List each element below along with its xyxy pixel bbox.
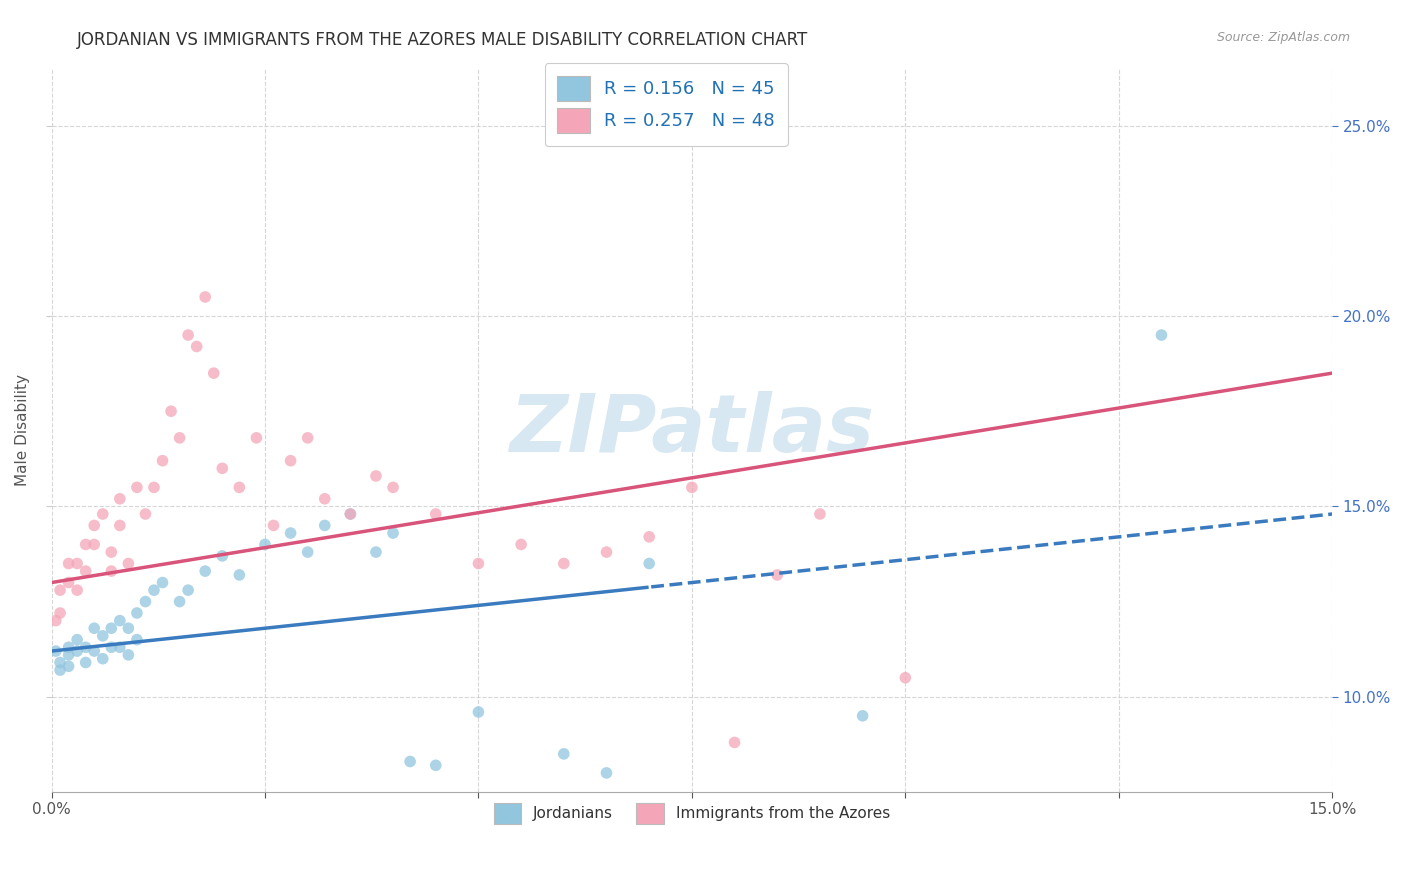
Point [595, 766, 617, 780]
Point [75, 656, 97, 670]
Point [125, 632, 148, 647]
Point [766, 568, 789, 582]
Point [510, 537, 533, 551]
Point [45, 644, 67, 658]
Point [253, 537, 276, 551]
Point [425, 758, 447, 772]
Point [228, 480, 250, 494]
Point [143, 480, 166, 494]
Point [152, 453, 174, 467]
Point [382, 526, 405, 541]
Point [83, 644, 105, 658]
Point [58, 648, 80, 662]
Point [202, 366, 225, 380]
Text: JORDANIAN VS IMMIGRANTS FROM THE AZORES MALE DISABILITY CORRELATION CHART: JORDANIAN VS IMMIGRANTS FROM THE AZORES … [77, 31, 808, 49]
Point [66, 644, 89, 658]
Point [66, 632, 89, 647]
Point [595, 545, 617, 559]
Point [425, 507, 447, 521]
Point [364, 469, 387, 483]
Point [314, 491, 336, 506]
Point [125, 480, 148, 494]
Point [117, 648, 139, 662]
Point [108, 518, 131, 533]
Point [681, 480, 703, 494]
Text: Source: ZipAtlas.com: Source: ZipAtlas.com [1216, 31, 1350, 45]
Point [75, 640, 97, 655]
Point [1150, 328, 1173, 343]
Point [91, 507, 114, 521]
Point [339, 507, 361, 521]
Point [83, 518, 105, 533]
Point [723, 735, 745, 749]
Point [66, 557, 89, 571]
Point [314, 518, 336, 533]
Point [211, 549, 233, 563]
Point [134, 594, 156, 608]
Text: ZIPatlas: ZIPatlas [509, 392, 875, 469]
Point [143, 583, 166, 598]
Point [467, 705, 489, 719]
Point [382, 480, 405, 494]
Point [108, 640, 131, 655]
Point [467, 557, 489, 571]
Point [58, 640, 80, 655]
Point [45, 614, 67, 628]
Point [58, 575, 80, 590]
Point [83, 537, 105, 551]
Point [364, 545, 387, 559]
Point [169, 594, 191, 608]
Point [297, 431, 319, 445]
Point [280, 526, 302, 541]
Point [297, 545, 319, 559]
Point [339, 507, 361, 521]
Point [808, 507, 831, 521]
Point [108, 491, 131, 506]
Point [91, 651, 114, 665]
Point [66, 583, 89, 598]
Point [108, 614, 131, 628]
Point [553, 747, 575, 761]
Point [125, 606, 148, 620]
Point [100, 564, 122, 578]
Point [263, 518, 285, 533]
Point [49, 663, 72, 677]
Point [553, 557, 575, 571]
Point [49, 583, 72, 598]
Point [194, 564, 217, 578]
Point [399, 755, 422, 769]
Point [75, 564, 97, 578]
Point [117, 621, 139, 635]
Point [100, 621, 122, 635]
Point [638, 557, 661, 571]
Point [160, 404, 183, 418]
Legend: Jordanians, Immigrants from the Azores: Jordanians, Immigrants from the Azores [482, 792, 901, 835]
Point [194, 290, 217, 304]
Point [134, 507, 156, 521]
Point [245, 431, 267, 445]
Point [49, 606, 72, 620]
Point [228, 568, 250, 582]
Point [49, 656, 72, 670]
Point [894, 671, 917, 685]
Point [177, 583, 200, 598]
Point [100, 545, 122, 559]
Point [280, 453, 302, 467]
Y-axis label: Male Disability: Male Disability [15, 375, 30, 486]
Point [75, 537, 97, 551]
Point [211, 461, 233, 475]
Point [83, 621, 105, 635]
Point [91, 629, 114, 643]
Point [100, 640, 122, 655]
Point [58, 557, 80, 571]
Point [169, 431, 191, 445]
Point [58, 659, 80, 673]
Point [638, 530, 661, 544]
Point [152, 575, 174, 590]
Point [117, 557, 139, 571]
Point [186, 339, 208, 353]
Point [852, 708, 875, 723]
Point [177, 328, 200, 343]
